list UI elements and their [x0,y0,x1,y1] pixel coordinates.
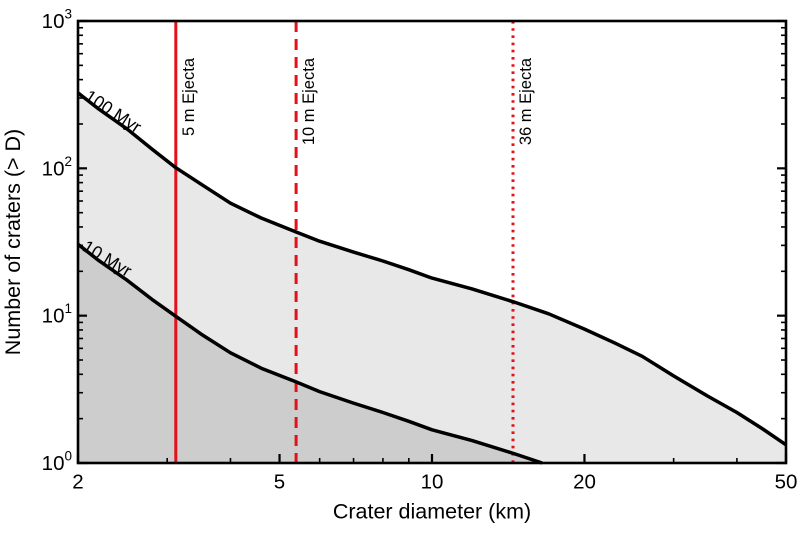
y-tick-label-10e3: 103 [42,7,72,34]
shaded-regions [78,92,786,464]
x-axis-title: Crater diameter (km) [333,500,531,524]
x-tick-label-20: 20 [573,471,596,494]
curve-10-myr [76,242,543,465]
vline-label-36-m-ejecta: 36 m Ejecta [517,57,535,145]
x-tick-label-5: 5 [274,471,285,494]
axis-ticks [76,19,788,465]
axis-tick-labels: 2 5 10 20 50 100 101 102 103 [42,7,798,494]
x-tick-label-10: 10 [421,471,444,494]
x-tick-label-50: 50 [775,471,798,494]
y-tick-label-10e2: 102 [42,154,72,181]
region-10-myr [78,244,543,463]
vline-label-10-m-ejecta: 10 m Ejecta [300,57,318,145]
y-axis-title: Number of craters (> D) [1,129,25,355]
y-tick-label-10e0: 100 [42,449,72,476]
y-tick-label-10e1: 101 [42,301,72,328]
isochron-curves [76,91,787,465]
curve-100-myr [76,91,787,447]
ejecta-vlines [174,21,515,463]
x-tick-label-2: 2 [72,471,83,494]
vline-label-5-m-ejecta: 5 m Ejecta [180,57,198,136]
